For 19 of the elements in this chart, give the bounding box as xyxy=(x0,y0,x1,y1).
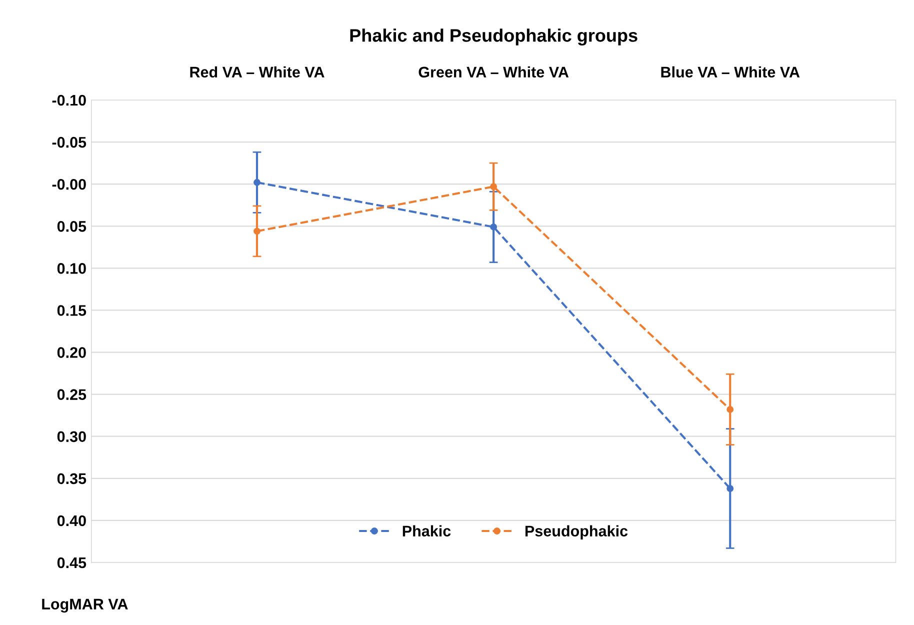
y-tick-label: -0.10 xyxy=(52,94,86,106)
y-tick-label: 0.35 xyxy=(57,473,86,484)
y-tick-label: 0.40 xyxy=(57,515,86,526)
x-tick-label: Blue VA – White VA xyxy=(661,66,800,78)
y-tick-label: 0.10 xyxy=(57,263,86,274)
y-tick-label: 0.20 xyxy=(57,347,86,358)
y-tick-label: 0.30 xyxy=(57,431,86,442)
y-tick-label: -0.00 xyxy=(52,178,86,190)
y-tick-label: 0.05 xyxy=(57,221,86,232)
y-axis-title: LogMAR VA xyxy=(42,598,128,613)
y-tick-label: -0.05 xyxy=(52,136,86,148)
legend-label: Phakic xyxy=(402,525,451,536)
x-tick-label: Red VA – White VA xyxy=(190,66,324,78)
x-tick-label: Green VA – White VA xyxy=(418,66,569,78)
y-tick-label: 0.25 xyxy=(57,389,86,400)
chart-title: Phakic and Pseudophakic groups xyxy=(350,28,638,46)
y-tick-label: 0.45 xyxy=(57,557,86,568)
y-tick-label: 0.15 xyxy=(57,305,86,316)
legend-label: Pseudophakic xyxy=(525,525,628,540)
